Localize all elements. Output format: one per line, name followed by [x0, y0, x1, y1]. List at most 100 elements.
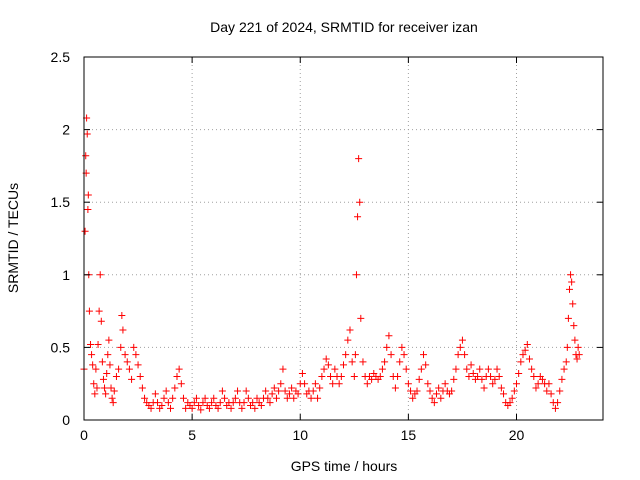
data-point	[266, 399, 274, 407]
data-point	[275, 387, 283, 395]
data-point	[138, 384, 146, 392]
data-point	[244, 394, 252, 402]
x-tick-label: 15	[401, 427, 417, 443]
data-point	[448, 387, 456, 395]
data-point	[91, 390, 99, 398]
data-point	[251, 404, 259, 412]
data-point	[84, 191, 92, 199]
data-point	[188, 404, 196, 412]
data-point	[125, 365, 133, 373]
axis-ticks: 0 5 10 15 20 0 0.5 1 1.5 2 2.5	[51, 49, 603, 443]
data-point	[368, 375, 376, 383]
data-point	[314, 394, 322, 402]
data-point	[430, 399, 438, 407]
data-point	[335, 380, 343, 388]
data-point	[402, 365, 410, 373]
data-point	[132, 351, 140, 359]
data-point	[201, 394, 209, 402]
data-point	[351, 351, 359, 359]
data-point	[97, 317, 105, 325]
data-point	[216, 399, 224, 407]
data-point	[493, 365, 501, 373]
data-point	[268, 390, 276, 398]
data-point	[567, 271, 575, 279]
data-point	[517, 358, 525, 366]
data-point	[426, 387, 434, 395]
data-point	[283, 394, 291, 402]
data-point	[101, 384, 109, 392]
data-point	[463, 365, 471, 373]
data-point	[182, 404, 190, 412]
data-point	[484, 365, 492, 373]
data-point	[352, 271, 360, 279]
plot-frame	[83, 56, 604, 421]
data-point	[476, 365, 484, 373]
data-point	[422, 361, 430, 369]
data-point	[107, 384, 115, 392]
data-point	[285, 390, 293, 398]
data-point	[558, 375, 566, 383]
data-point	[208, 399, 216, 407]
data-point	[301, 380, 309, 388]
data-point	[281, 387, 289, 395]
data-point	[428, 394, 436, 402]
data-point	[311, 380, 319, 388]
data-point	[497, 384, 505, 392]
data-point	[249, 399, 257, 407]
data-point	[437, 394, 445, 402]
data-point	[109, 399, 117, 407]
data-point	[568, 278, 576, 286]
data-point	[564, 314, 572, 322]
data-point	[288, 384, 296, 392]
y-tick-label: 2	[62, 122, 70, 138]
data-point	[86, 340, 94, 348]
data-point	[167, 404, 174, 412]
data-point	[356, 198, 364, 206]
data-point	[394, 372, 402, 380]
data-point	[231, 394, 239, 402]
data-point	[98, 358, 106, 366]
data-point	[94, 340, 102, 348]
data-point	[363, 380, 371, 388]
data-point	[562, 358, 570, 366]
chart-title: Day 221 of 2024, SRMTID for receiver iza…	[210, 19, 478, 35]
data-point	[210, 394, 218, 402]
data-point	[119, 326, 127, 334]
data-point	[262, 387, 270, 395]
data-point	[554, 399, 562, 407]
data-point	[118, 311, 126, 319]
data-point	[381, 358, 389, 366]
data-point	[478, 375, 486, 383]
data-point	[214, 404, 222, 412]
data-point	[383, 343, 391, 351]
data-point	[123, 358, 131, 366]
data-point	[290, 394, 298, 402]
data-point	[547, 390, 555, 398]
data-point	[387, 351, 395, 359]
data-point	[523, 340, 531, 348]
data-point	[197, 406, 205, 414]
data-point	[452, 365, 460, 373]
data-point	[575, 351, 583, 359]
data-point	[528, 365, 536, 373]
data-point	[117, 343, 125, 351]
data-point	[85, 307, 93, 315]
data-point	[93, 384, 101, 392]
data-point	[337, 372, 345, 380]
data-point	[115, 365, 123, 373]
data-point	[570, 322, 578, 330]
data-point	[489, 380, 497, 388]
data-point	[543, 387, 551, 395]
data-point	[82, 152, 90, 160]
data-point	[112, 372, 120, 380]
data-point	[519, 351, 527, 359]
data-point	[277, 380, 285, 388]
data-point	[83, 130, 91, 138]
data-point	[272, 394, 280, 402]
data-point	[346, 326, 354, 334]
y-tick-label: 1	[62, 267, 70, 283]
y-axis-label: SRMTID / TECUs	[5, 183, 21, 293]
data-point	[474, 372, 482, 380]
data-point	[385, 332, 393, 340]
